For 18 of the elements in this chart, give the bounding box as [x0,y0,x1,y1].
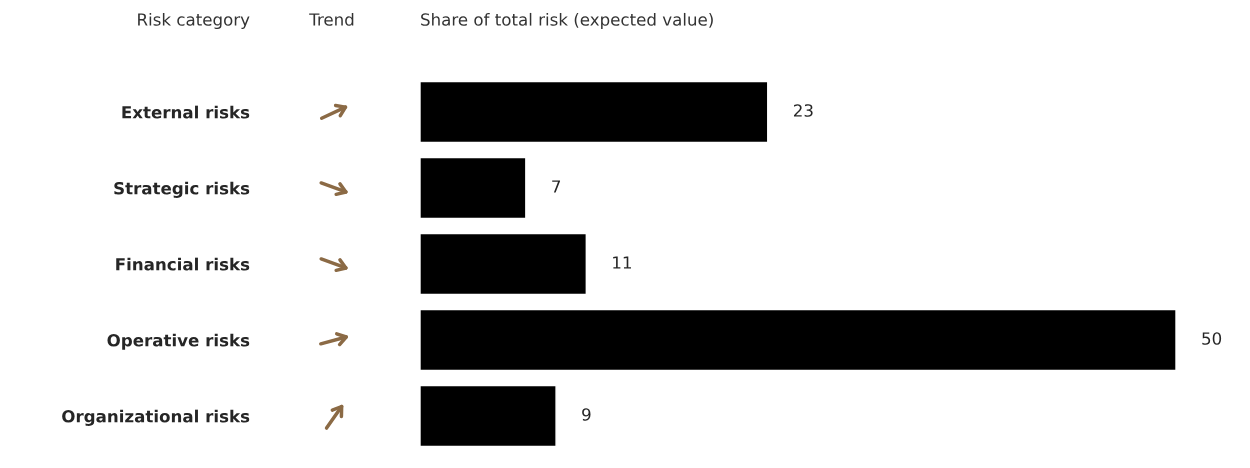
bar [420,232,588,296]
y-tick-label: Strategic risks [114,181,250,198]
chart-title: Share of total risk (expected value) [421,12,713,30]
y-tick-label: External risks [122,105,250,119]
data-label: 23 [793,104,813,117]
bar [420,308,1176,372]
bar [420,156,527,220]
y-tick-label: Operative risks [107,333,250,350]
y-tick-label: Financial risks [116,257,250,271]
data-label: 11 [613,256,631,269]
y-axis-title: Risk category [138,12,250,30]
data-label: 7 [552,180,561,193]
y-tick-label: Organizational risks [62,409,250,426]
data-label: 50 [1202,332,1222,345]
text: Trend [309,12,354,26]
bar [420,80,769,144]
bar [420,384,557,448]
data-label: 9 [582,408,591,421]
